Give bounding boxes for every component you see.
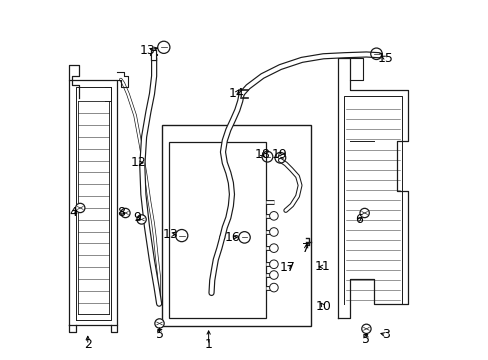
Circle shape — [269, 228, 278, 236]
Text: 17: 17 — [279, 261, 295, 274]
Text: 13: 13 — [140, 44, 155, 57]
Text: 1: 1 — [204, 338, 212, 351]
Bar — [162, 125, 310, 326]
Text: 7: 7 — [302, 242, 309, 255]
Circle shape — [76, 203, 85, 213]
Text: 12: 12 — [131, 156, 146, 169]
Circle shape — [269, 244, 278, 252]
Text: 13: 13 — [163, 228, 179, 241]
Text: 16: 16 — [224, 231, 241, 244]
Circle shape — [121, 208, 130, 218]
Text: 18: 18 — [254, 148, 270, 161]
Circle shape — [269, 260, 278, 269]
Text: 6: 6 — [355, 213, 363, 226]
Circle shape — [137, 215, 146, 224]
Text: 4: 4 — [69, 206, 77, 219]
Text: 11: 11 — [314, 260, 330, 273]
Circle shape — [361, 324, 370, 333]
Circle shape — [269, 283, 278, 292]
Circle shape — [269, 212, 278, 220]
Text: 14: 14 — [228, 87, 244, 100]
Text: 3: 3 — [382, 328, 389, 341]
Text: 15: 15 — [377, 51, 392, 64]
Circle shape — [359, 208, 368, 218]
Text: 2: 2 — [83, 338, 92, 351]
Circle shape — [269, 271, 278, 279]
Text: 9: 9 — [133, 211, 141, 224]
Bar — [169, 142, 265, 318]
Text: 8: 8 — [117, 206, 124, 219]
Circle shape — [155, 319, 164, 328]
Text: 5: 5 — [155, 328, 163, 341]
Text: 10: 10 — [315, 300, 331, 313]
Text: 19: 19 — [271, 148, 287, 161]
Text: 5: 5 — [362, 333, 370, 346]
